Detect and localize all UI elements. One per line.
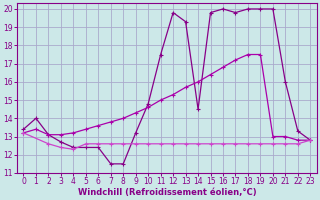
X-axis label: Windchill (Refroidissement éolien,°C): Windchill (Refroidissement éolien,°C): [77, 188, 256, 197]
